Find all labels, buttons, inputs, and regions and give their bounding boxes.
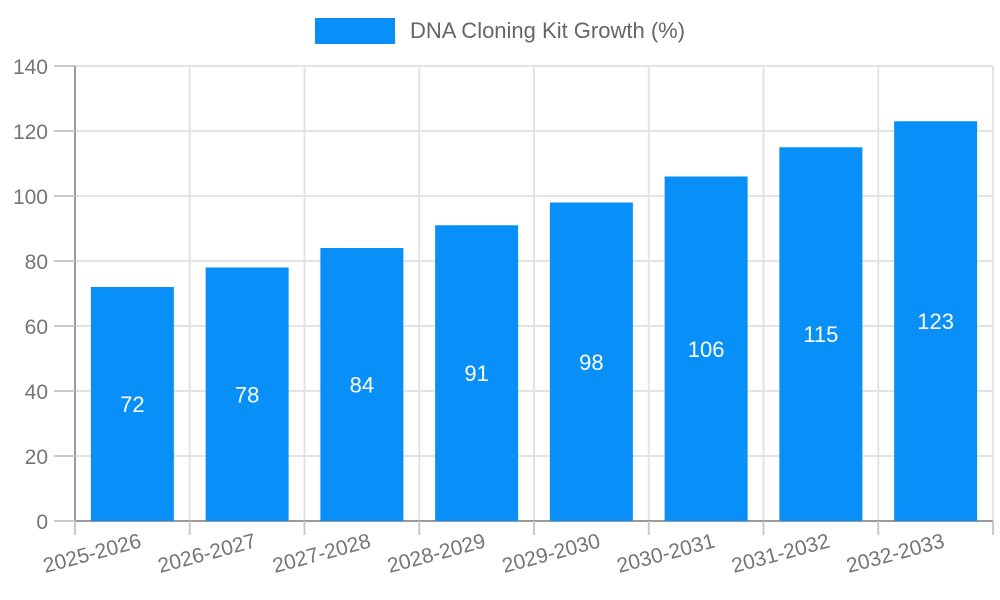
- bar-value-label: 72: [120, 392, 144, 417]
- bar: [320, 248, 404, 521]
- y-tick-label: 80: [25, 251, 48, 274]
- bar: [549, 202, 633, 521]
- y-tick-label: 20: [25, 446, 48, 469]
- chart-legend[interactable]: DNA Cloning Kit Growth (%): [0, 18, 1000, 44]
- x-tick-label: 2026-2027: [155, 530, 258, 578]
- y-tick-label: 140: [13, 56, 48, 79]
- bar-value-label: 78: [235, 382, 259, 407]
- x-tick-label: 2028-2029: [385, 530, 488, 578]
- x-tick-label: 2025-2026: [41, 530, 144, 578]
- bar-value-label: 115: [803, 322, 838, 347]
- bar-value-label: 123: [917, 309, 954, 334]
- x-tick-label: 2029-2030: [500, 530, 603, 578]
- bar: [435, 225, 519, 521]
- bar: [90, 287, 174, 521]
- x-tick-label: 2030-2031: [614, 530, 717, 578]
- bar-value-label: 84: [350, 373, 374, 398]
- y-tick-label: 40: [25, 381, 48, 404]
- y-tick-label: 100: [13, 186, 48, 209]
- y-tick-label: 0: [36, 511, 48, 534]
- bar: [664, 176, 748, 521]
- bar: [894, 121, 978, 521]
- bar-value-label: 106: [688, 337, 725, 362]
- bar: [205, 267, 289, 521]
- y-tick-label: 60: [25, 316, 48, 339]
- legend-label: DNA Cloning Kit Growth (%): [409, 18, 686, 43]
- legend-swatch: [314, 18, 395, 44]
- bar: [779, 147, 863, 521]
- x-tick-label: 2032-2033: [844, 530, 947, 578]
- x-tick-label: 2031-2032: [729, 530, 832, 578]
- x-tick-label: 2027-2028: [270, 530, 373, 578]
- bar-value-label: 98: [579, 350, 603, 375]
- y-tick-label: 120: [13, 121, 48, 144]
- bar-value-label: 91: [464, 361, 488, 386]
